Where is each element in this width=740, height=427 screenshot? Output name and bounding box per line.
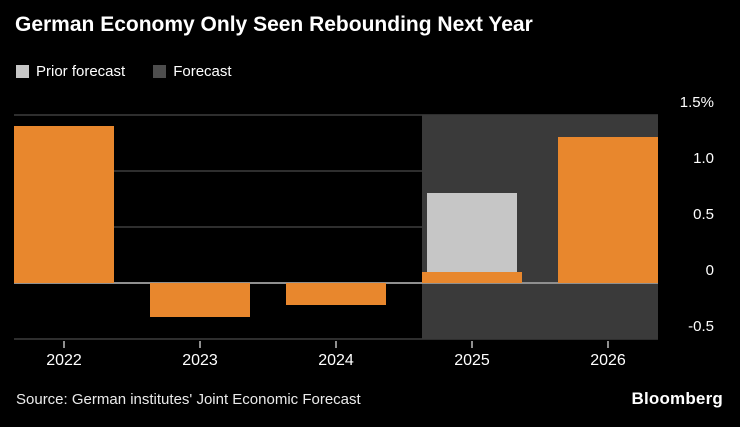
x-axis-tick [335, 341, 337, 348]
x-axis-label-2026: 2026 [590, 352, 626, 369]
bar-2026 [558, 137, 658, 283]
source-note: Source: German institutes' Joint Economi… [16, 391, 361, 408]
prior-forecast-bar-2025 [427, 193, 517, 283]
gridline [14, 338, 658, 340]
legend-item-prior-forecast: Prior forecast [16, 63, 125, 80]
legend-swatch-prior-forecast-icon [16, 65, 29, 78]
x-axis-label-2022: 2022 [46, 352, 82, 369]
x-axis-tick [199, 341, 201, 348]
y-axis-label: 0 [705, 262, 714, 279]
y-axis-label: 1.0 [693, 150, 714, 167]
gridline [14, 114, 658, 116]
y-axis-label: -0.5 [688, 318, 714, 335]
gridline [14, 170, 658, 172]
legend-item-forecast: Forecast [153, 63, 232, 80]
y-axis-label: 0.5 [693, 206, 714, 223]
chart-title: German Economy Only Seen Rebounding Next… [15, 13, 533, 36]
x-axis-label-2023: 2023 [182, 352, 218, 369]
bar-2025 [422, 271, 522, 283]
chart-legend: Prior forecast Forecast [16, 63, 232, 80]
chart-footer: Source: German institutes' Joint Economi… [16, 389, 723, 409]
x-axis-label-2025: 2025 [454, 352, 490, 369]
y-axis-label: 1.5% [679, 94, 714, 111]
x-axis-tick [63, 341, 65, 348]
bar-2023 [150, 283, 250, 317]
legend-label-prior-forecast: Prior forecast [36, 63, 126, 80]
legend-label-forecast: Forecast [173, 63, 232, 80]
x-axis-tick [471, 341, 473, 348]
bar-2022 [14, 126, 114, 283]
bar-2024 [286, 283, 386, 306]
legend-swatch-forecast-icon [153, 65, 167, 78]
gridline [14, 226, 658, 228]
x-axis-tick [607, 341, 609, 348]
bloomberg-logo: Bloomberg [631, 389, 723, 408]
x-axis-label-2024: 2024 [318, 352, 354, 369]
